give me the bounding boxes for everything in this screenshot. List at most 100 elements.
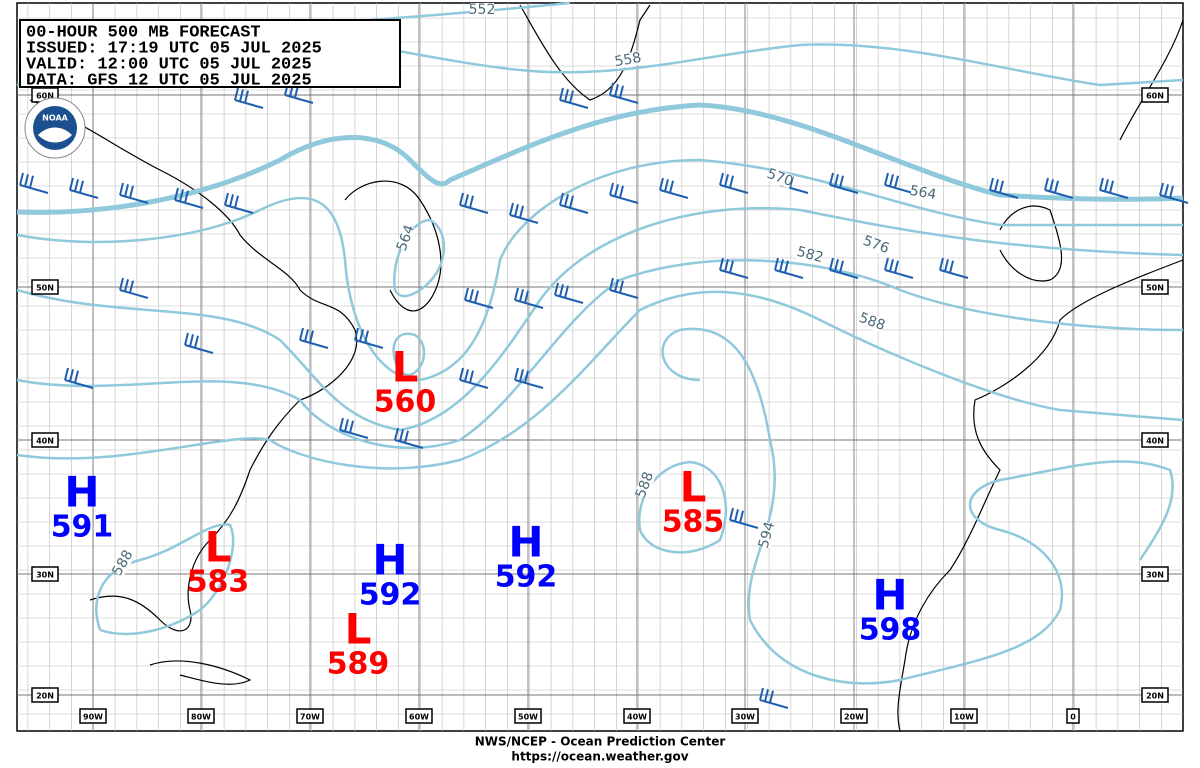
barb-staff <box>559 99 589 109</box>
barb-flag <box>189 334 194 347</box>
barb-flag <box>569 90 574 104</box>
barb-flag <box>469 289 474 302</box>
longitude-label: 40W <box>627 713 647 722</box>
contour-label-bg <box>862 234 890 256</box>
logo-label: NOAA <box>42 114 68 123</box>
barb-flag <box>564 285 569 299</box>
wind-barb <box>829 172 859 194</box>
wind-barbs <box>19 82 1189 709</box>
barb-staff <box>1099 189 1129 199</box>
barb-flag <box>364 330 369 344</box>
latitude-label-box <box>1141 432 1169 448</box>
barb-staff <box>174 199 204 209</box>
barb-flag <box>349 420 354 434</box>
longitude-label: 90W <box>83 713 103 722</box>
barb-staff <box>69 189 99 199</box>
barb-staff <box>119 289 149 299</box>
barb-flag <box>729 507 734 521</box>
barb-flag <box>779 259 784 272</box>
contour-line <box>16 102 1184 215</box>
barb-flag <box>784 260 789 274</box>
barb-flag <box>69 369 74 382</box>
barb-staff <box>284 94 314 104</box>
coastline <box>999 205 1063 282</box>
barb-flag <box>669 180 674 194</box>
barb-flag <box>519 369 524 382</box>
footer-line: https://ocean.weather.gov <box>511 750 688 764</box>
barb-flag <box>774 257 779 271</box>
center-letter: H <box>64 468 99 517</box>
barb-flag <box>614 184 619 197</box>
barb-flag <box>734 509 739 522</box>
map-frame <box>16 2 1184 732</box>
wind-barb <box>354 327 384 349</box>
latitude-label-box <box>1141 566 1169 582</box>
center-letter: H <box>508 518 543 567</box>
barb-flag <box>559 87 564 101</box>
barb-staff <box>464 299 494 309</box>
barb-staff <box>19 184 49 194</box>
center-value: 589 <box>327 647 390 682</box>
barb-flag <box>244 90 249 104</box>
contour-label: 558 <box>613 50 642 70</box>
barb-staff <box>354 339 384 349</box>
contour-line <box>16 290 1184 470</box>
barb-flag <box>834 259 839 272</box>
contour-line <box>392 332 426 377</box>
barb-flag <box>1049 179 1054 192</box>
contour-label-bg <box>110 549 136 577</box>
wind-barb <box>234 87 264 109</box>
barb-staff <box>774 269 804 279</box>
footer-line: NWS/NCEP - Ocean Prediction Center <box>475 735 726 749</box>
center-letter: H <box>872 571 907 620</box>
barb-flag <box>469 195 474 209</box>
longitude-label: 80W <box>191 713 211 722</box>
latitude-label: 60N <box>36 92 54 101</box>
barb-staff <box>939 269 969 279</box>
barb-staff <box>759 699 789 709</box>
barb-flag <box>184 332 189 346</box>
wind-barb <box>514 367 544 389</box>
wind-barb <box>459 192 489 214</box>
longitude-label-box <box>1066 708 1080 724</box>
barb-staff <box>829 184 859 194</box>
wind-barb <box>659 177 689 199</box>
wind-barb <box>509 202 539 224</box>
barb-flag <box>619 185 624 199</box>
contours <box>16 1 1184 685</box>
barb-flag <box>339 417 344 431</box>
longitude-label: 60W <box>409 713 429 722</box>
latitude-label: 20N <box>36 692 54 701</box>
barb-flag <box>359 329 364 342</box>
barb-staff <box>609 289 639 299</box>
latitude-label-box <box>31 566 59 582</box>
barb-flag <box>79 180 84 194</box>
barb-flag <box>229 194 234 207</box>
contour-label-bg <box>858 311 886 333</box>
wind-barb <box>514 287 544 309</box>
wind-barb <box>719 257 749 279</box>
barb-flag <box>299 327 304 341</box>
barb-flag <box>124 184 129 197</box>
barb-flag <box>474 290 479 304</box>
longitude-label: 70W <box>300 713 320 722</box>
longitude-label: 0 <box>1070 713 1076 722</box>
barb-flag <box>1109 180 1114 194</box>
longitude-label-box <box>514 708 542 724</box>
wind-barb <box>729 507 759 529</box>
longitude-label-box <box>79 708 107 724</box>
barb-staff <box>394 439 424 449</box>
barb-staff <box>554 294 584 304</box>
center-value: 592 <box>359 578 422 613</box>
latitude-label-box <box>31 687 59 703</box>
barb-flag <box>719 257 724 271</box>
barb-flag <box>894 175 899 189</box>
barb-staff <box>514 379 544 389</box>
header-line: 00-HOUR 500 MB FORECAST <box>26 23 261 42</box>
barb-staff <box>64 379 94 389</box>
barb-staff <box>509 214 539 224</box>
latitude-label-box <box>31 432 59 448</box>
contour-label-bg <box>614 51 642 69</box>
center-value: 560 <box>374 385 437 420</box>
